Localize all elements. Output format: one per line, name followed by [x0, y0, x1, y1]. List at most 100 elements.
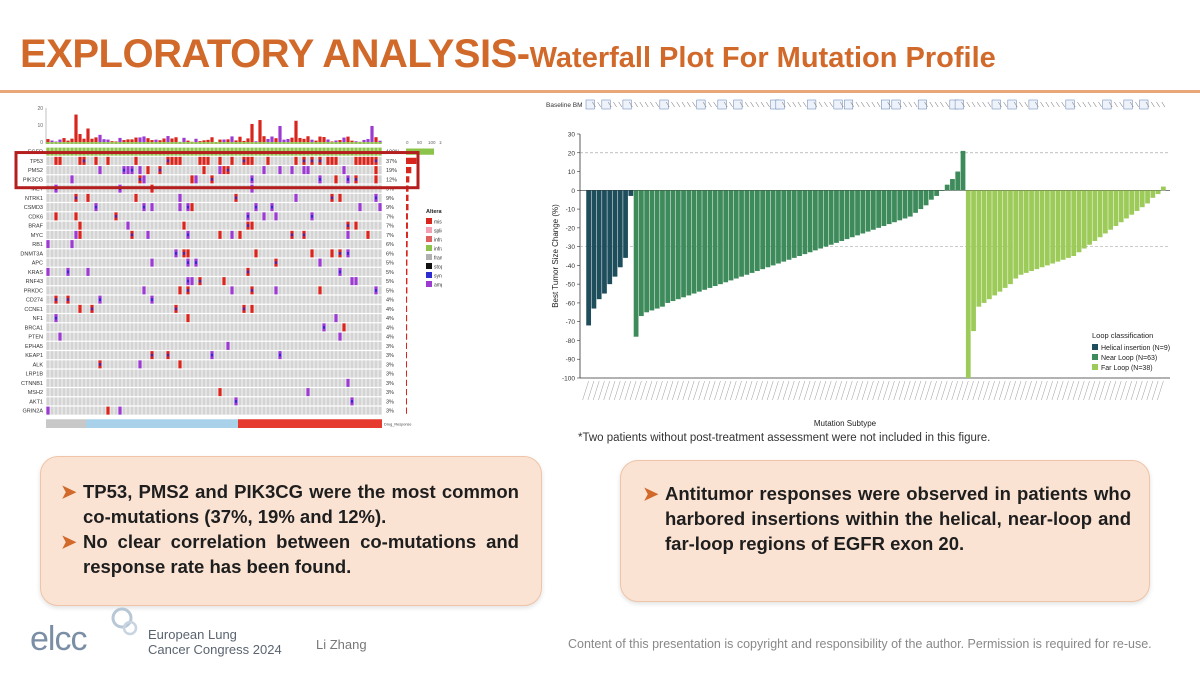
- oncoprint-cell: [202, 193, 206, 202]
- oncoprint-cell: [58, 230, 62, 239]
- oncoprint-cell: [290, 267, 294, 276]
- oncoprint-cell: [50, 175, 54, 184]
- oncoprint-cell: [210, 258, 214, 267]
- oncoprint-cell: [358, 332, 362, 341]
- oncoprint-cell: [226, 323, 230, 332]
- oncoprint-cell: [178, 193, 182, 202]
- waterfall-bar: [812, 190, 818, 251]
- oncoprint-cell: [174, 314, 178, 323]
- oncoprint-cell: [146, 203, 150, 212]
- oncoprint-cell: [94, 360, 98, 369]
- x-category-tick: [1046, 380, 1053, 401]
- oncoprint-cell: [374, 360, 378, 369]
- oncoprint-cell: [166, 240, 170, 249]
- right-bullet-text: Antitumor responses were observed in pat…: [665, 483, 1131, 554]
- oncoprint-cell: [154, 193, 158, 202]
- oncoprint-cell: [286, 332, 290, 341]
- oncoprint-cell: [70, 156, 74, 165]
- y-axis-title: Best Tumor Size Change (%): [551, 204, 560, 308]
- oncoprint-cell: [82, 332, 86, 341]
- oncoprint-cell: [290, 314, 294, 323]
- oncoprint-cell: [326, 277, 330, 286]
- oncoprint-cell: [266, 323, 270, 332]
- oncoprint-cell: [366, 286, 370, 295]
- oncoprint-cell: [142, 212, 146, 221]
- top-bar: [226, 139, 230, 144]
- oncoprint-cell: [270, 406, 274, 415]
- top-bar: [318, 136, 322, 144]
- oncoprint-cell: [62, 323, 66, 332]
- x-category-tick: [1114, 380, 1122, 401]
- oncoprint-mark: [279, 353, 281, 357]
- oncoprint-cell: [318, 332, 322, 341]
- waterfall-bar: [760, 190, 766, 270]
- oncoprint-cell: [326, 397, 330, 406]
- oncoprint-cell: [162, 304, 166, 313]
- oncoprint-cell: [78, 304, 82, 313]
- oncoprint-mark: [67, 270, 69, 274]
- oncoprint-cell: [186, 193, 190, 202]
- oncoprint-cell: [266, 221, 270, 230]
- oncoprint-cell: [258, 388, 262, 397]
- oncoprint-cell: [54, 267, 58, 276]
- oncoprint-cell: [366, 240, 370, 249]
- oncoprint-cell: [222, 332, 226, 341]
- oncoprint-cell: [250, 295, 254, 304]
- oncoprint-cell: [70, 378, 74, 387]
- x-category-tick: [904, 380, 911, 401]
- oncoprint-cell: [130, 295, 134, 304]
- oncoprint-cell: [82, 369, 86, 378]
- oncoprint-cell: [190, 295, 194, 304]
- oncoprint-cell: [70, 258, 74, 267]
- oncoprint-cell: [174, 175, 178, 184]
- oncoprint-cell: [238, 388, 242, 397]
- oncoprint-cell: [194, 360, 198, 369]
- oncoprint-cell: [314, 240, 318, 249]
- oncoprint-cell: [62, 351, 66, 360]
- oncoprint-cell: [154, 304, 158, 313]
- oncoprint-cell: [170, 304, 174, 313]
- oncoprint-cell: [374, 175, 378, 184]
- oncoprint-cell: [250, 166, 254, 175]
- oncoprint-cell: [234, 249, 238, 258]
- oncoprint-cell: [114, 175, 118, 184]
- oncoprint-cell: [138, 240, 142, 249]
- top-bar-base: [354, 142, 358, 144]
- oncoprint-cell: [90, 249, 94, 258]
- oncoprint-cell: [362, 304, 366, 313]
- oncoprint-cell: [286, 360, 290, 369]
- gene-percent: 19%: [386, 168, 397, 174]
- oncoprint-cell: [374, 397, 378, 406]
- gene-frequency-bar: [406, 287, 408, 294]
- oncoprint-cell: [102, 212, 106, 221]
- oncoprint-cell: [74, 277, 78, 286]
- oncoprint-cell: [194, 332, 198, 341]
- oncoprint-cell: [378, 175, 382, 184]
- oncoprint-cell: [310, 332, 314, 341]
- waterfall-bar: [612, 190, 618, 277]
- drug-response-segment: [46, 419, 86, 428]
- oncoprint-cell: [258, 166, 262, 175]
- oncoprint-cell: [46, 314, 50, 323]
- oncoprint-cell: [258, 323, 262, 332]
- oncoprint-cell: [306, 388, 310, 397]
- oncoprint-cell: [274, 369, 278, 378]
- gene-frequency-bar: [406, 315, 408, 322]
- legend-swatch: [426, 227, 432, 233]
- x-category-tick: [1151, 380, 1159, 401]
- oncoprint-cell: [118, 397, 122, 406]
- oncoprint-cell: [298, 193, 302, 202]
- oncoprint-cell: [374, 378, 378, 387]
- oncoprint-cell: [334, 193, 338, 202]
- oncoprint-cell: [170, 258, 174, 267]
- oncoprint-mark: [375, 196, 377, 200]
- oncoprint-cell: [238, 240, 242, 249]
- oncoprint-cell: [118, 304, 122, 313]
- oncoprint-cell: [194, 406, 198, 415]
- oncoprint-cell: [202, 304, 206, 313]
- oncoprint-cell: [290, 156, 294, 165]
- oncoprint-cell: [318, 203, 322, 212]
- waterfall-bar: [739, 190, 744, 277]
- gene-percent: 5%: [386, 261, 394, 267]
- oncoprint-cell: [226, 360, 230, 369]
